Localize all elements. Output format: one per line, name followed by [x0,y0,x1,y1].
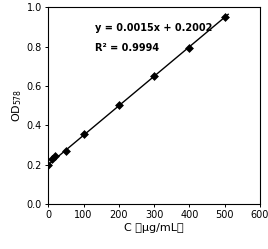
Point [117,103,121,107]
Point [53,154,57,158]
Text: y = 0.0015x + 0.2002: y = 0.0015x + 0.2002 [95,23,212,33]
Point [64,149,68,153]
Point [81,132,86,136]
Point [152,74,156,78]
Point [187,46,192,50]
X-axis label: C （μg/mL）: C （μg/mL） [124,223,184,233]
Point [222,15,227,19]
Text: R² = 0.9994: R² = 0.9994 [95,43,159,53]
Y-axis label: OD$_{578}$: OD$_{578}$ [10,89,24,123]
Point [50,157,54,161]
Point [46,163,50,167]
